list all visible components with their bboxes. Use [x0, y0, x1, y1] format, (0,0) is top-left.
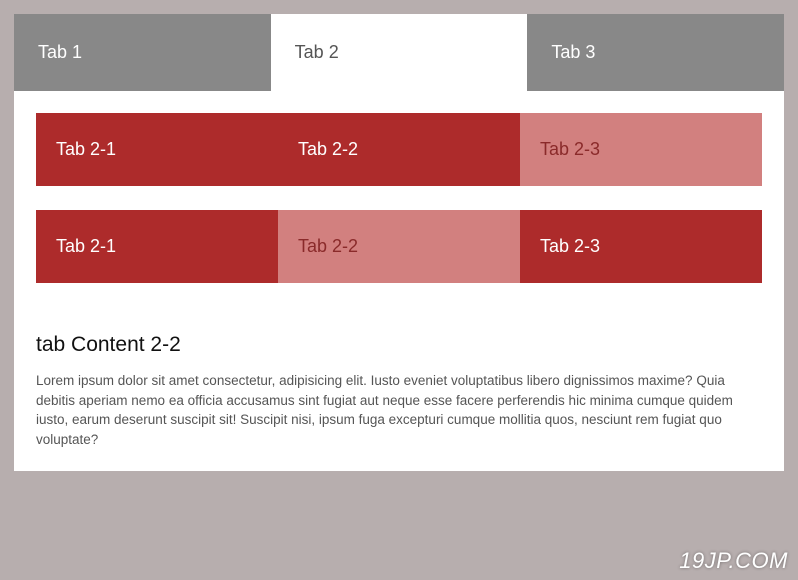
tab-3[interactable]: Tab 3 — [527, 14, 784, 91]
tab-1[interactable]: Tab 1 — [14, 14, 271, 91]
content-body: Lorem ipsum dolor sit amet consectetur, … — [36, 371, 762, 449]
spacer — [36, 186, 762, 210]
inner-tab-row-2: Tab 2-1 Tab 2-2 Tab 2-3 — [36, 210, 762, 283]
outer-tab-row: Tab 1 Tab 2 Tab 3 — [14, 14, 784, 91]
inner-tab-2-3b[interactable]: Tab 2-3 — [520, 210, 762, 283]
inner-tab-2-2b[interactable]: Tab 2-2 — [278, 210, 520, 283]
inner-tab-2-2a[interactable]: Tab 2-2 — [278, 113, 520, 186]
inner-tab-2-1b[interactable]: Tab 2-1 — [36, 210, 278, 283]
tab-content-panel: Tab 2-1 Tab 2-2 Tab 2-3 Tab 2-1 Tab 2-2 … — [14, 91, 784, 305]
inner-tab-2-1a[interactable]: Tab 2-1 — [36, 113, 278, 186]
watermark: 19JP.COM — [679, 548, 788, 574]
inner-tab-row-1: Tab 2-1 Tab 2-2 Tab 2-3 — [36, 113, 762, 186]
content-heading: tab Content 2-2 — [36, 333, 762, 357]
inner-tab-2-3a[interactable]: Tab 2-3 — [520, 113, 762, 186]
tab-2[interactable]: Tab 2 — [271, 14, 528, 91]
tab-text-content: tab Content 2-2 Lorem ipsum dolor sit am… — [14, 305, 784, 471]
